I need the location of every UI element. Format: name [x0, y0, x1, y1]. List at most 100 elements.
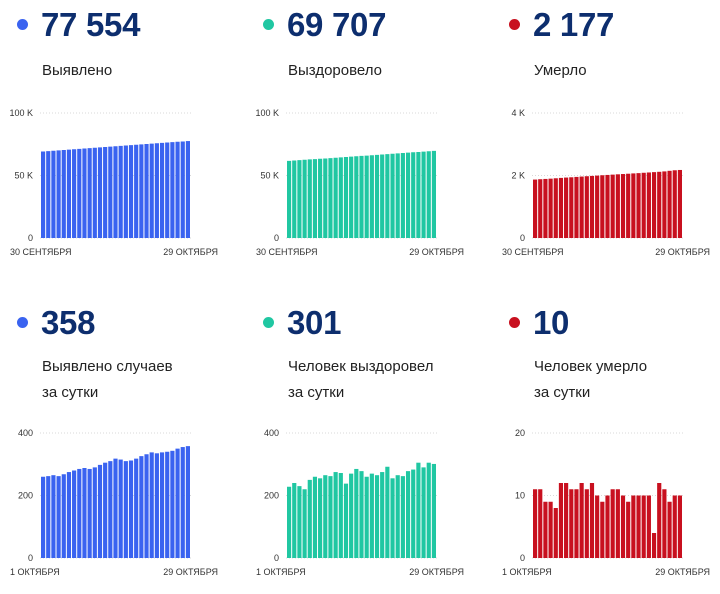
- metric-label-line1: Человек выздоровел: [288, 358, 434, 375]
- bar: [369, 473, 374, 559]
- bar: [380, 154, 385, 238]
- bar: [584, 176, 589, 238]
- bar: [426, 462, 431, 558]
- bar: [343, 157, 349, 238]
- metric-label: Человек умерло за сутки: [534, 354, 647, 406]
- y-tick-label: 50 K: [260, 171, 279, 181]
- big-number: 358: [41, 304, 96, 341]
- bar: [543, 178, 548, 238]
- y-tick-label: 200: [18, 491, 33, 501]
- panel-recovered-total: 69 707 Выздоровело 0 50 K 100 K 30 СЕНТЯБРЯ…: [246, 0, 486, 297]
- x-tick-label-end: 29 ОКТЯБРЯ: [409, 247, 464, 257]
- x-tick-label-start: 1 ОКТЯБРЯ: [502, 567, 552, 577]
- bar: [595, 175, 600, 238]
- bar: [144, 144, 149, 238]
- bar: [672, 170, 677, 238]
- bar: [338, 473, 343, 558]
- bar: [431, 463, 436, 558]
- bar: [302, 159, 307, 238]
- metric-label-line1: Выявлено: [42, 62, 113, 79]
- metric-label-line2: за сутки: [42, 384, 99, 401]
- bar: [46, 476, 51, 559]
- bar: [558, 177, 564, 238]
- bar: [605, 174, 610, 238]
- bar: [312, 476, 318, 558]
- bar: [677, 495, 682, 558]
- bar: [395, 153, 400, 239]
- big-number: 77 554: [41, 6, 141, 43]
- panel-deaths-total: 2 177 Умерло 0 2 K 4 K 30 СЕНТЯБРЯ 29 ОКТЯБР…: [492, 0, 720, 297]
- bar: [165, 142, 170, 238]
- bar: [641, 495, 646, 558]
- big-number: 69 707: [287, 6, 387, 43]
- bar: [149, 143, 154, 239]
- bar: [411, 469, 416, 558]
- bar: [97, 147, 103, 239]
- bar: [338, 157, 343, 239]
- bar: [380, 472, 385, 558]
- bar: [543, 501, 548, 558]
- bar: [569, 177, 574, 238]
- bar: [662, 489, 667, 558]
- bar: [421, 151, 426, 239]
- bar: [636, 495, 641, 558]
- metric-label: Выявлено случаев за сутки: [42, 354, 173, 406]
- y-tick-label: 400: [18, 428, 33, 438]
- bar: [82, 468, 87, 558]
- bar: [395, 475, 400, 558]
- x-tick-label-end: 29 ОКТЯБРЯ: [655, 567, 710, 577]
- bar: [87, 148, 92, 239]
- bar: [564, 177, 569, 238]
- bar: [354, 156, 359, 238]
- bar: [72, 149, 77, 238]
- bar: [626, 173, 631, 238]
- x-tick-label-end: 29 ОКТЯБРЯ: [163, 247, 218, 257]
- bar: [185, 446, 190, 559]
- bar: [113, 146, 118, 238]
- bar-chart: 0 200 400 1 ОКТЯБРЯ 29 ОКТЯБРЯ: [10, 428, 218, 577]
- bar: [533, 179, 538, 238]
- bar: [390, 478, 395, 558]
- y-tick-label: 400: [264, 428, 279, 438]
- bar: [548, 501, 553, 558]
- bar: [374, 475, 380, 558]
- big-number: 2 177: [533, 6, 615, 43]
- bar: [343, 483, 349, 559]
- bar: [569, 489, 574, 558]
- y-tick-label: 20: [515, 428, 525, 438]
- bar: [123, 145, 128, 238]
- bar: [51, 475, 56, 558]
- panel-detected-total: 77 554 Выявлено 0 50 K 100 K 30 СЕНТЯБРЯ 29 …: [0, 0, 240, 297]
- legend-dot: [509, 317, 520, 328]
- bar: [615, 174, 620, 238]
- bar: [564, 483, 569, 558]
- bar: [92, 467, 97, 559]
- bar: [328, 158, 333, 239]
- bar: [128, 145, 134, 239]
- bar: [154, 453, 159, 558]
- bar: [41, 151, 46, 238]
- x-tick-label-start: 1 ОКТЯБРЯ: [10, 567, 60, 577]
- bar: [51, 150, 56, 238]
- bar: [631, 495, 636, 558]
- bar: [672, 495, 677, 558]
- bar: [390, 153, 395, 238]
- bar: [61, 474, 66, 558]
- panel-recovered-daily: 301 Человек выздоровел за сутки 0 200 400 1…: [246, 297, 486, 594]
- bar-chart: 0 200 400 1 ОКТЯБРЯ 29 ОКТЯБРЯ: [256, 428, 464, 577]
- bar: [426, 151, 431, 238]
- bar: [651, 172, 657, 239]
- bar: [610, 489, 615, 558]
- metric-label-line1: Выздоровело: [288, 62, 383, 79]
- bar: [631, 173, 636, 238]
- bar: [46, 151, 51, 239]
- bar: [600, 501, 605, 558]
- bar: [103, 462, 108, 558]
- bar: [646, 172, 651, 238]
- bar: [328, 476, 333, 559]
- bar: [385, 466, 390, 558]
- x-tick-label-start: 30 СЕНТЯБРЯ: [256, 247, 318, 257]
- bar: [307, 479, 312, 559]
- y-tick-label: 10: [515, 491, 525, 501]
- bar: [605, 495, 610, 558]
